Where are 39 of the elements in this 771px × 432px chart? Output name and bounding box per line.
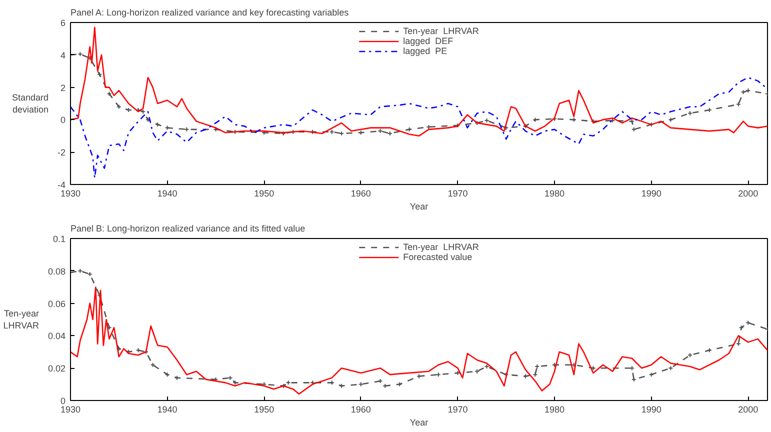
y-tick-label: 0.02 — [48, 364, 66, 374]
y-tick-label: -2 — [58, 148, 66, 158]
y-axis-title: Standard deviation — [12, 92, 48, 114]
y-tick-label: 0 — [60, 115, 66, 126]
x-tick-label: 1960 — [350, 188, 371, 198]
y-tick-label: 0 — [60, 396, 66, 406]
y-tick-label: 6 — [60, 18, 66, 28]
chart-title: Panel A: Long-horizon realized variance and key forecasting variables — [70, 8, 350, 18]
x-tick-label: 1970 — [448, 188, 468, 198]
legend-label: lagged DEF — [403, 36, 454, 46]
x-tick-label: 2000 — [738, 188, 758, 198]
x-tick-label: 1980 — [544, 188, 565, 198]
legend-label: lagged PE — [403, 46, 448, 56]
x-axis-title: Year — [410, 418, 428, 428]
x-tick-label: 1990 — [641, 404, 662, 414]
x-tick-label: 1950 — [254, 188, 274, 198]
legend-label: Forecasted value — [403, 252, 472, 262]
y-tick-label: 4 — [60, 50, 66, 60]
legend-label: Ten-year LHRVAR — [403, 242, 479, 252]
x-axis-title: Year — [410, 202, 428, 212]
y-tick-label: 0.08 — [48, 266, 66, 276]
y-axis-title: Ten-year LHRVAR — [3, 308, 40, 330]
x-tick-label: 1940 — [157, 188, 178, 198]
y-tick-label: -4 — [58, 180, 66, 190]
y-tick-label: 0.04 — [48, 331, 66, 342]
x-tick-label: 1940 — [157, 404, 178, 414]
x-tick-label: 1980 — [544, 404, 565, 414]
y-tick-label: 0.1 — [52, 234, 66, 244]
y-tick-label: 0.06 — [48, 298, 66, 309]
legend-label: Ten-year LHRVAR — [403, 26, 479, 36]
y-tick-label: 2 — [60, 82, 66, 93]
x-tick-label: 1930 — [60, 188, 81, 198]
x-tick-label: 1960 — [350, 404, 371, 414]
chart-title: Panel B: Long-horizon realized variance and its fitted value — [70, 224, 306, 234]
x-tick-label: 1970 — [448, 404, 468, 414]
x-tick-label: 1950 — [254, 404, 274, 414]
x-tick-label: 1930 — [60, 404, 81, 414]
x-tick-label: 1990 — [641, 188, 662, 198]
x-tick-label: 2000 — [738, 404, 758, 414]
